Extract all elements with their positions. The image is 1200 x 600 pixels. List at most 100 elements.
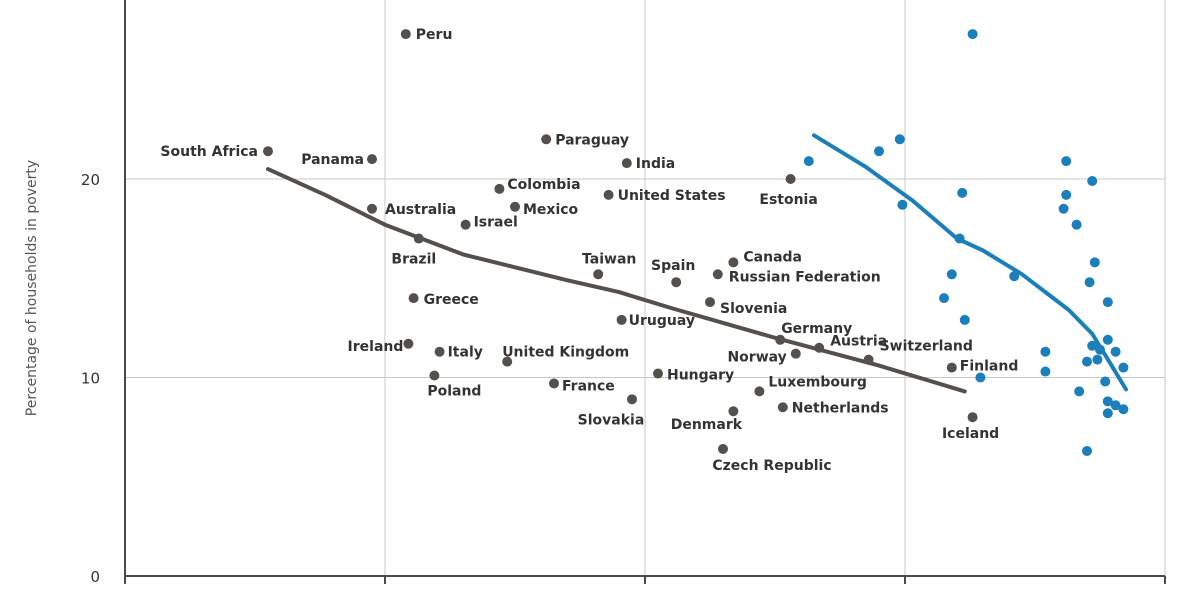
point-label: Canada: [743, 249, 802, 265]
y-tick-label: 10: [81, 370, 100, 388]
data-point: [1100, 376, 1111, 387]
data-point: [1082, 356, 1092, 367]
data-point: [967, 412, 978, 423]
point-label: Panama: [301, 152, 364, 168]
data-point: [1061, 189, 1072, 200]
data-point: [712, 269, 723, 280]
data-point: [403, 338, 414, 349]
data-point: [863, 354, 874, 365]
point-label: France: [562, 378, 615, 394]
point-label: Russian Federation: [729, 269, 881, 285]
data-point: [494, 183, 505, 194]
point-label: Spain: [651, 258, 695, 274]
point-label: Greece: [424, 292, 479, 308]
data-point: [894, 134, 905, 145]
data-point: [775, 334, 786, 345]
data-point: [510, 201, 520, 212]
data-point: [967, 29, 978, 40]
data-point: [814, 342, 825, 353]
data-point: [1110, 346, 1121, 357]
data-point: [671, 277, 682, 288]
point-label: Slovenia: [720, 301, 787, 317]
data-point: [434, 346, 445, 357]
data-point: [957, 187, 968, 198]
point-label: Peru: [416, 27, 453, 43]
data-point: [413, 233, 424, 244]
point-label: Denmark: [671, 417, 743, 433]
data-point: [1102, 334, 1113, 345]
point-label: Iceland: [942, 426, 999, 442]
data-point: [718, 443, 728, 454]
data-point: [1118, 404, 1129, 415]
point-label: Colombia: [507, 177, 580, 193]
point-label: Uruguay: [629, 313, 695, 329]
point-label: Germany: [781, 321, 852, 337]
point-label: Austria: [830, 334, 887, 350]
point-label: Poland: [427, 384, 481, 400]
trend-line: [812, 133, 1128, 392]
data-point: [429, 370, 440, 381]
data-point: [1102, 408, 1113, 419]
point-label: United Kingdom: [502, 345, 629, 361]
data-point: [1102, 297, 1113, 308]
data-point: [946, 362, 957, 373]
data-point: [728, 257, 739, 268]
point-label: Luxembourg: [768, 374, 867, 390]
point-label: Switzerland: [880, 339, 973, 355]
data-point: [1087, 340, 1098, 351]
point-label: Paraguay: [555, 132, 629, 148]
data-point: [946, 269, 957, 280]
data-point: [408, 293, 419, 304]
point-label: Israel: [474, 215, 518, 231]
data-point: [785, 174, 796, 184]
point-label: Australia: [385, 202, 456, 218]
data-point: [1089, 257, 1100, 268]
point-label: United States: [618, 188, 726, 204]
point-label: Hungary: [667, 368, 734, 384]
data-point: [1118, 362, 1129, 373]
point-label: Italy: [448, 345, 483, 361]
data-point: [502, 356, 513, 367]
data-point: [1009, 271, 1020, 282]
data-point: [541, 134, 552, 145]
data-point: [790, 348, 801, 359]
data-point: [705, 297, 715, 308]
gridlines: [125, 0, 1166, 576]
data-point: [1040, 366, 1051, 377]
data-point: [367, 154, 377, 165]
point-label: Finland: [960, 359, 1019, 375]
y-axis-label: Percentage of households in poverty: [24, 160, 40, 416]
data-point: [1110, 400, 1121, 411]
y-tick-label: 20: [81, 171, 100, 189]
data-point: [621, 158, 632, 169]
data-point: [263, 146, 273, 157]
point-labels: Peru South Africa Panama Paraguay India Eston…: [160, 27, 1018, 474]
data-point: [627, 394, 637, 405]
point-label: Taiwan: [582, 251, 636, 267]
data-point: [939, 293, 949, 304]
data-point: [653, 368, 663, 379]
data-point: [367, 203, 377, 214]
data-point: [1082, 445, 1092, 456]
data-point: [1071, 219, 1082, 230]
axes: 0 10 20: [81, 0, 1166, 586]
data-point: [460, 219, 471, 230]
data-point: [897, 199, 908, 210]
point-label: Brazil: [391, 252, 436, 268]
y-tick-label: 0: [90, 568, 100, 586]
point-label: Czech Republic: [712, 458, 831, 474]
data-point: [1061, 156, 1072, 167]
point-label: Ireland: [348, 339, 404, 355]
trend-lines: [266, 133, 1128, 394]
data-point: [593, 269, 604, 280]
data-point: [777, 402, 788, 413]
data-point: [803, 156, 814, 167]
point-label: Slovakia: [578, 412, 645, 428]
data-point: [1087, 175, 1098, 186]
data-point: [1084, 277, 1095, 288]
point-label: Mexico: [523, 202, 579, 218]
point-label: South Africa: [160, 144, 258, 160]
trend-line: [266, 167, 967, 394]
data-point: [975, 372, 986, 383]
